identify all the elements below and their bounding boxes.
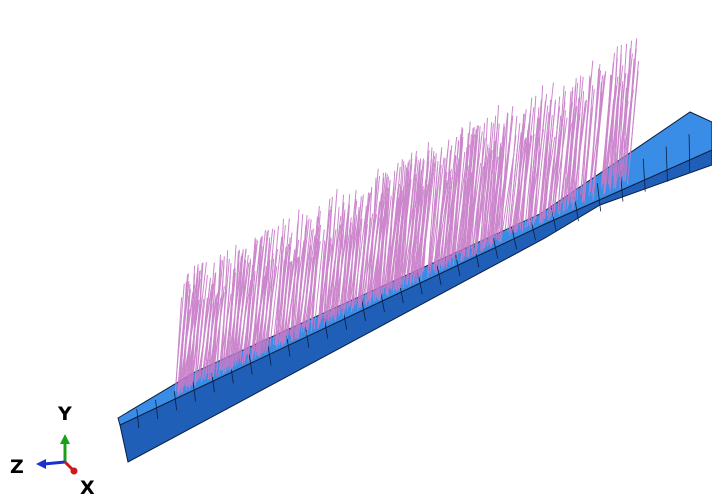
- model: [118, 38, 712, 462]
- x-axis-head: [71, 468, 78, 475]
- y-axis-label: Y: [57, 403, 72, 425]
- page: Y Z X (() => { const data = JSON.parse(d…: [0, 0, 712, 498]
- axis-triad: Y Z X: [10, 403, 95, 498]
- x-axis-label: X: [80, 477, 95, 498]
- z-axis-arrow: [44, 462, 65, 464]
- y-axis-head: [60, 434, 70, 444]
- viewport: Y Z X: [0, 0, 712, 498]
- z-axis-label: Z: [10, 456, 24, 478]
- z-axis-head: [36, 459, 46, 469]
